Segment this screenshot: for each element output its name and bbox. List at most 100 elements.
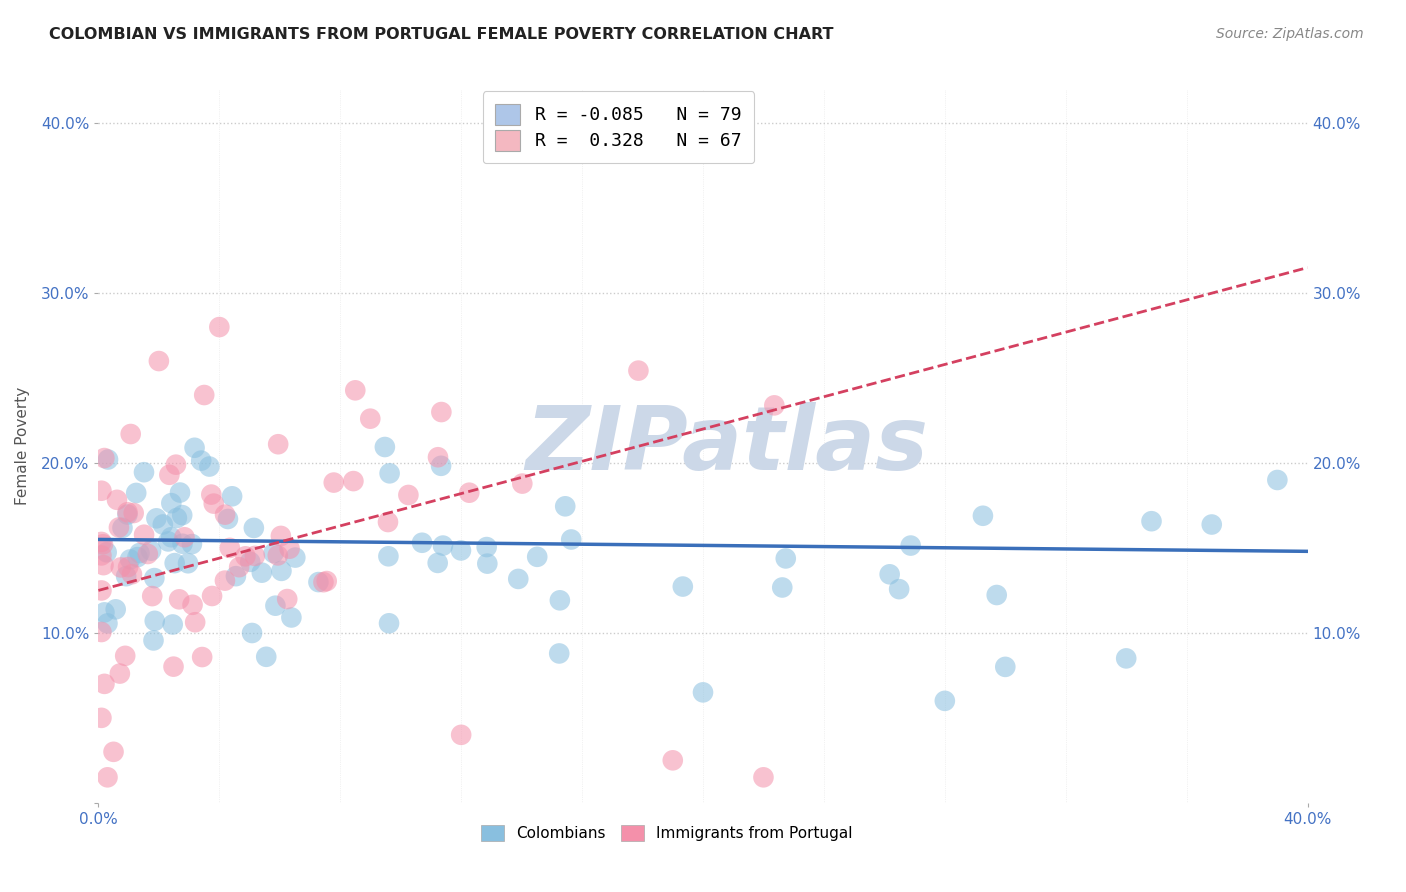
Point — [104, 602, 127, 616]
Point — [315, 574, 337, 588]
Point — [117, 505, 139, 519]
Point — [377, 515, 399, 529]
Point — [411, 535, 433, 549]
Point — [934, 694, 956, 708]
Point — [475, 540, 498, 554]
Point — [111, 521, 134, 535]
Point — [432, 539, 454, 553]
Point — [115, 569, 138, 583]
Point — [172, 537, 194, 551]
Point — [128, 546, 150, 560]
Y-axis label: Female Poverty: Female Poverty — [15, 387, 30, 505]
Point — [560, 533, 582, 547]
Point — [117, 560, 139, 574]
Point — [167, 592, 190, 607]
Point — [181, 598, 204, 612]
Point — [1267, 473, 1289, 487]
Point — [97, 452, 120, 467]
Point — [692, 685, 714, 699]
Point — [378, 467, 401, 481]
Point — [93, 558, 115, 573]
Point — [191, 650, 214, 665]
Point — [221, 489, 243, 503]
Point — [267, 549, 290, 563]
Point — [450, 543, 472, 558]
Point — [235, 549, 257, 564]
Point — [526, 549, 548, 564]
Point — [200, 487, 222, 501]
Point — [190, 453, 212, 467]
Point — [430, 405, 453, 419]
Point — [141, 589, 163, 603]
Point — [752, 770, 775, 784]
Point — [105, 492, 128, 507]
Point — [548, 593, 571, 607]
Point — [225, 569, 247, 583]
Point — [254, 649, 277, 664]
Point — [198, 459, 221, 474]
Point — [90, 711, 112, 725]
Point — [627, 363, 650, 377]
Point — [239, 555, 262, 569]
Point — [93, 677, 115, 691]
Text: ZIPatlas: ZIPatlas — [526, 402, 929, 490]
Point — [214, 508, 236, 522]
Point — [508, 572, 530, 586]
Point — [143, 614, 166, 628]
Point — [1201, 517, 1223, 532]
Point — [120, 552, 142, 566]
Point — [270, 564, 292, 578]
Point — [228, 560, 250, 574]
Point — [114, 648, 136, 663]
Point — [108, 520, 131, 534]
Point — [91, 537, 114, 551]
Point — [377, 549, 399, 564]
Point — [152, 517, 174, 532]
Point — [162, 659, 184, 673]
Point — [1140, 514, 1163, 528]
Point — [284, 550, 307, 565]
Point — [426, 556, 449, 570]
Point — [359, 411, 381, 425]
Point — [93, 451, 115, 466]
Point — [342, 474, 364, 488]
Point — [93, 606, 115, 620]
Point — [770, 581, 793, 595]
Point — [90, 535, 112, 549]
Point — [900, 539, 922, 553]
Point — [110, 560, 132, 574]
Point — [280, 610, 302, 624]
Point — [96, 770, 118, 784]
Point — [672, 580, 695, 594]
Point — [90, 583, 112, 598]
Point — [157, 534, 180, 549]
Point — [548, 647, 571, 661]
Point — [90, 549, 112, 563]
Point — [90, 625, 112, 640]
Point — [307, 575, 329, 590]
Point — [183, 441, 205, 455]
Point — [276, 592, 298, 607]
Point — [240, 626, 263, 640]
Point — [374, 440, 396, 454]
Point — [163, 556, 186, 570]
Point — [972, 508, 994, 523]
Point — [145, 511, 167, 525]
Point — [879, 567, 901, 582]
Point — [458, 485, 481, 500]
Point — [90, 483, 112, 498]
Point — [243, 521, 266, 535]
Point — [122, 506, 145, 520]
Point — [143, 571, 166, 585]
Point — [378, 616, 401, 631]
Point — [270, 529, 292, 543]
Point — [127, 550, 149, 565]
Point — [217, 512, 239, 526]
Text: Source: ZipAtlas.com: Source: ZipAtlas.com — [1216, 27, 1364, 41]
Point — [160, 496, 183, 510]
Point — [193, 388, 215, 402]
Point — [165, 458, 187, 472]
Text: COLOMBIAN VS IMMIGRANTS FROM PORTUGAL FEMALE POVERTY CORRELATION CHART: COLOMBIAN VS IMMIGRANTS FROM PORTUGAL FE… — [49, 27, 834, 42]
Point — [162, 617, 184, 632]
Point — [763, 398, 786, 412]
